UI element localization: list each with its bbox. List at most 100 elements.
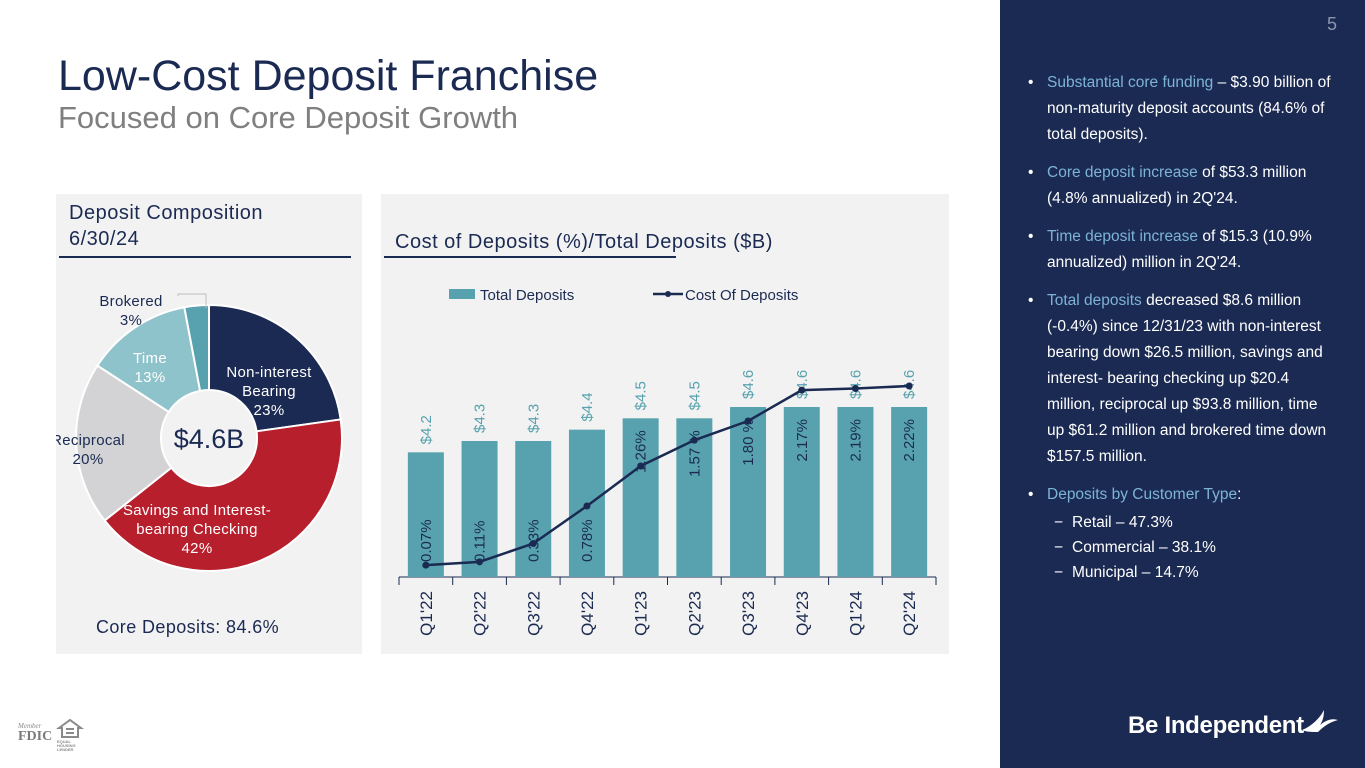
deposit-composition-heading-line1: Deposit Composition — [69, 202, 264, 224]
line-point — [690, 436, 698, 444]
slice-label-line: Time — [133, 350, 167, 367]
bar-total-deposits — [783, 407, 820, 577]
bar-data-label: $4.4 — [579, 392, 596, 421]
bar-data-label: $4.3 — [472, 404, 489, 433]
x-tick-label: Q1'22 — [417, 591, 436, 636]
bar-total-deposits — [622, 418, 659, 577]
customer-type-municipal: − Municipal – 14.7% — [1028, 560, 1338, 585]
bar-data-label: $4.3 — [525, 404, 542, 433]
line-cost-of-deposits — [425, 384, 910, 567]
deposit-composition-heading: Deposit Composition 6/30/24 — [69, 200, 263, 252]
bullet-marker: • — [1028, 486, 1034, 503]
slice-label-line: bearing Checking — [136, 521, 258, 538]
bar-total-deposits — [891, 407, 928, 577]
customer-type-commercial: − Commercial – 38.1% — [1028, 535, 1338, 560]
highlight-bullet-5: • Deposits by Customer Type: — [1028, 482, 1338, 508]
bullet-text: of $53.3 million (4.8% annualized) in 2Q… — [1047, 164, 1307, 207]
line-point — [476, 558, 484, 566]
bar-total-deposits — [515, 441, 552, 577]
dash-marker: − — [1054, 564, 1064, 581]
line-point — [637, 462, 645, 470]
bar-total-deposits — [407, 452, 444, 577]
bullet-text: : — [1237, 486, 1242, 503]
line-data-label: 0.33% — [525, 519, 542, 562]
line-data-label: 0.07% — [418, 519, 435, 562]
deposit-composition-donut-chart: Non-interest Bearing 23% Savings and Intere… — [56, 293, 343, 572]
slice-label: Brokered 3% — [99, 293, 162, 329]
fdic-member-label: Member — [18, 722, 42, 730]
line-data-label: 2.17% — [794, 419, 811, 462]
bullet-marker: • — [1028, 292, 1034, 309]
line-data-label: 1.57 % — [686, 430, 703, 477]
line-point — [798, 386, 806, 394]
sub-bullet-text: Retail – 47.3% — [1072, 514, 1173, 531]
line-point — [529, 540, 537, 547]
line-data-label: 1.26% — [633, 430, 650, 473]
slice-label-line: Non-interest — [226, 364, 312, 381]
x-tick-label: Q2'24 — [900, 591, 919, 636]
highlights-sidebar: 5 • Substantial core funding – $3.90 bill… — [1000, 0, 1365, 768]
donut-slice — [103, 418, 343, 572]
slice-label: Time 13% — [133, 350, 167, 386]
slice-label: Reciprocal 20% — [56, 432, 125, 468]
equal-housing-icon — [56, 718, 84, 738]
bullet-text: decreased $8.6 million (-0.4%) since 12/… — [1047, 292, 1327, 465]
donut-slice — [75, 364, 173, 522]
bar-total-deposits — [837, 407, 874, 577]
bar-data-label: $4.6 — [740, 370, 757, 399]
bar-total-deposits — [461, 441, 498, 577]
bar-data-label: $4.5 — [686, 381, 703, 410]
x-tick-label: Q2'22 — [471, 591, 490, 636]
fdic-label: FDIC — [18, 729, 53, 744]
cost-of-deposits-chart: Total Deposits Cost Of Deposits $4.2 $4.3 $4… — [398, 287, 937, 636]
legend-marker-cost-of-deposits — [665, 291, 671, 297]
dash-marker: − — [1054, 539, 1064, 556]
page-title: Low-Cost Deposit Franchise — [58, 52, 599, 100]
slice-label-line: 42% — [182, 540, 213, 557]
line-point — [851, 385, 859, 392]
line-data-label: 2.19% — [847, 419, 864, 462]
bullet-marker: • — [1028, 164, 1034, 181]
legend-swatch-total-deposits — [449, 289, 475, 299]
slice-label: Savings and Interest-bearing Checking 42% — [123, 502, 271, 557]
deposit-composition-heading-line2: 6/30/24 — [69, 228, 140, 250]
legend-label-total-deposits: Total Deposits — [480, 287, 574, 304]
line-data-label: 2.22% — [901, 419, 918, 462]
line-point — [905, 382, 913, 390]
bullet-highlight: Deposits by Customer Type — [1047, 486, 1238, 503]
slice-label-line: Savings and Interest- — [123, 502, 271, 519]
bar-data-label: $4.2 — [418, 415, 435, 444]
bullet-highlight: Substantial core funding — [1047, 74, 1214, 91]
bar-data-label: $4.6 — [847, 370, 864, 399]
slice-leader-line — [177, 293, 207, 308]
donut-center-total: $4.6B — [174, 424, 245, 454]
core-deposits-label: Core Deposits: 84.6% — [96, 617, 280, 637]
page-subtitle: Focused on Core Deposit Growth — [58, 100, 519, 135]
x-tick-label: Q4'23 — [793, 591, 812, 636]
x-tick-label: Q1'24 — [846, 591, 865, 636]
highlight-bullet-1: • Substantial core funding – $3.90 billio… — [1028, 70, 1338, 148]
bar-total-deposits — [730, 407, 767, 577]
bullet-text: of $15.3 (10.9% annualized) million in 2… — [1047, 228, 1312, 271]
bullet-highlight: Core deposit increase — [1047, 164, 1198, 181]
dash-marker: − — [1054, 514, 1064, 531]
be-independent-logo: Be Independent — [1128, 712, 1304, 740]
page-number: 5 — [1326, 14, 1337, 34]
cost-of-deposits-heading: Cost of Deposits (%)/Total Deposits ($B) — [395, 231, 773, 253]
slice-label-line: 20% — [73, 451, 104, 468]
bird-icon — [1302, 710, 1338, 732]
slice-label: Non-interest Bearing 23% — [226, 364, 312, 419]
slice-label-line: Reciprocal — [56, 432, 125, 449]
x-tick-label: Q1'23 — [632, 591, 651, 636]
highlight-bullet-2: • Core deposit increase of $53.3 million … — [1028, 160, 1338, 212]
legend-label-cost-of-deposits: Cost Of Deposits — [685, 287, 798, 304]
logo-text: Be Independent — [1128, 712, 1304, 739]
bullet-marker: • — [1028, 74, 1034, 91]
cost-of-deposits-underline — [384, 256, 676, 258]
line-point — [583, 502, 591, 510]
sub-bullet-text: Municipal – 14.7% — [1072, 564, 1199, 581]
customer-type-retail: − Retail – 47.3% — [1028, 510, 1338, 535]
x-tick-label: Q3'23 — [739, 591, 758, 636]
highlight-bullet-3: • Time deposit increase of $15.3 (10.9% a… — [1028, 224, 1338, 276]
slice-label-line: Bearing — [242, 383, 296, 400]
